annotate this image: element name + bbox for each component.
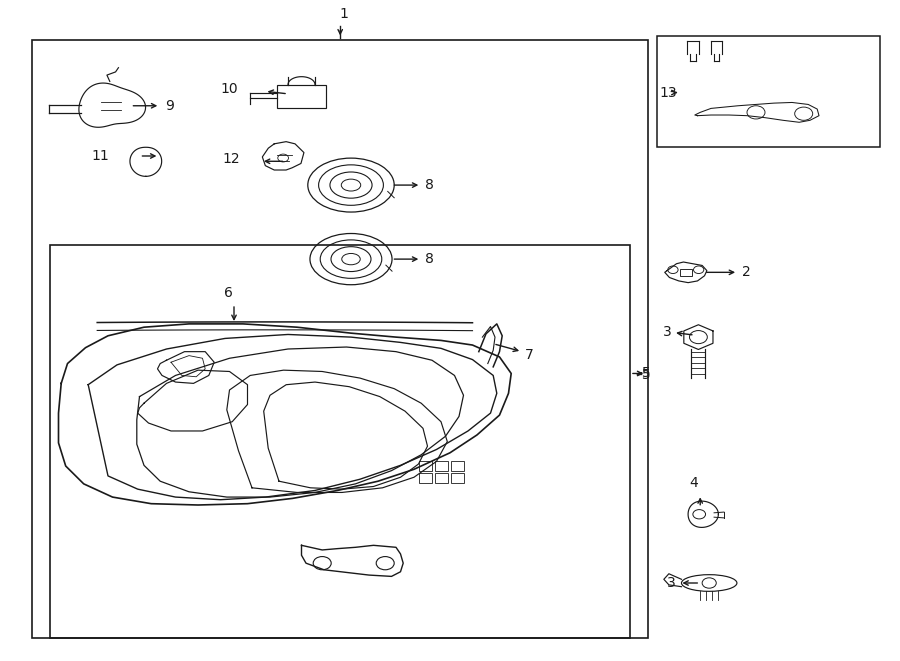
Text: 6: 6	[224, 286, 233, 300]
Bar	[435, 461, 448, 471]
Text: 1: 1	[339, 7, 348, 21]
Text: 8: 8	[425, 178, 434, 192]
Text: 13: 13	[660, 85, 678, 100]
Text: 4: 4	[689, 477, 698, 490]
Bar	[418, 473, 432, 483]
Bar	[451, 473, 464, 483]
Text: 10: 10	[220, 82, 238, 97]
Bar	[418, 461, 432, 471]
Text: –5: –5	[635, 368, 651, 383]
Bar	[32, 40, 648, 638]
Bar	[277, 85, 326, 108]
Text: -5: -5	[637, 366, 651, 381]
Bar	[451, 461, 464, 471]
Text: 3: 3	[663, 325, 672, 340]
Bar	[50, 245, 630, 638]
Text: 2: 2	[742, 265, 751, 280]
Text: 3: 3	[667, 576, 676, 590]
Bar	[680, 269, 692, 276]
Bar	[435, 473, 448, 483]
Text: 9: 9	[165, 98, 174, 113]
Text: 11: 11	[92, 149, 110, 163]
Text: 7: 7	[525, 348, 534, 362]
Text: 8: 8	[425, 252, 434, 266]
Bar	[657, 36, 880, 147]
Text: 12: 12	[222, 152, 240, 167]
